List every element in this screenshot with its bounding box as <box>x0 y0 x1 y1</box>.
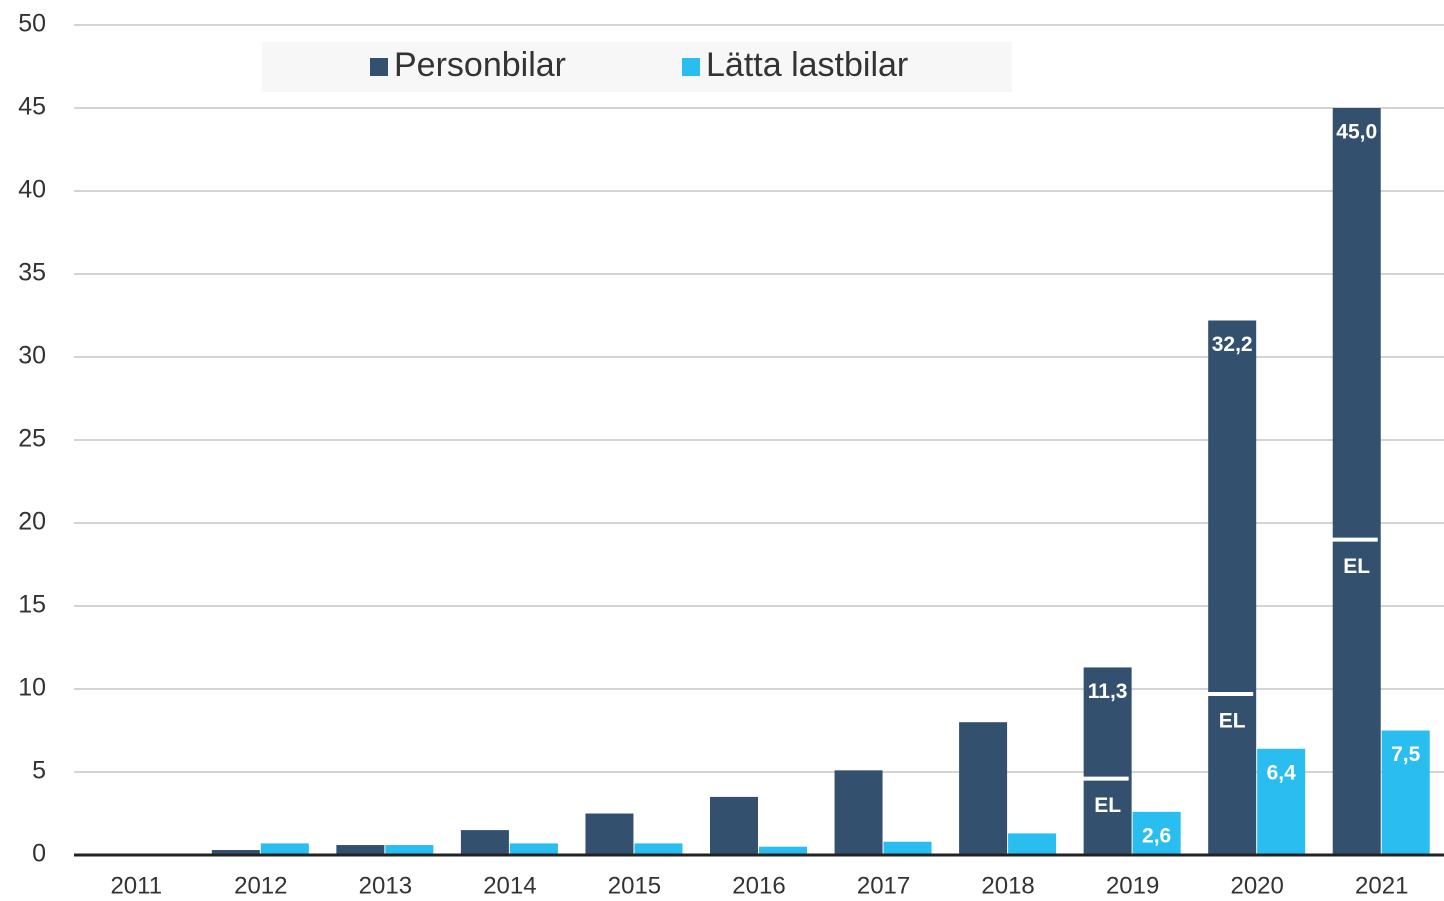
x-tick-label: 2016 <box>732 872 785 899</box>
x-tick-label: 2014 <box>483 872 536 899</box>
bar <box>710 796 758 855</box>
x-tick-label: 2013 <box>359 872 412 899</box>
y-tick-label: 40 <box>18 176 46 204</box>
legend-label: Personbilar <box>394 46 566 84</box>
legend-swatch <box>682 58 700 76</box>
value-label: 7,5 <box>1391 743 1421 766</box>
y-tick-label: 15 <box>18 591 46 619</box>
value-label: 32,2 <box>1212 333 1253 356</box>
annotation: EL <box>1094 794 1121 817</box>
x-tick-label: 2019 <box>1106 872 1159 899</box>
bar <box>211 850 260 855</box>
value-label: 11,3 <box>1088 680 1128 703</box>
bar <box>1208 320 1257 856</box>
value-label: 2,6 <box>1142 824 1171 847</box>
bar <box>1332 108 1381 855</box>
y-tick-label: 35 <box>18 259 46 287</box>
bar <box>585 813 634 855</box>
legend-swatch <box>370 58 388 76</box>
bar <box>1381 730 1430 855</box>
bar <box>336 845 385 855</box>
bar <box>1083 667 1132 855</box>
bar <box>1132 811 1181 855</box>
y-tick-label: 45 <box>18 93 46 121</box>
x-tick-label: 2018 <box>981 872 1034 899</box>
bar <box>883 841 932 855</box>
y-tick-label: 5 <box>32 757 46 785</box>
x-tick-label: 2020 <box>1230 872 1283 899</box>
bar <box>509 843 558 855</box>
x-tick-label: 2021 <box>1355 872 1408 899</box>
annotation: EL <box>1219 710 1246 733</box>
bar <box>959 722 1008 855</box>
x-tick-label: 2011 <box>110 872 162 899</box>
legend-label: Lätta lastbilar <box>706 46 908 84</box>
x-tick-label: 2012 <box>234 872 287 899</box>
bar <box>634 843 683 855</box>
x-tick-label: 2015 <box>608 872 661 899</box>
y-tick-label: 0 <box>32 840 46 868</box>
annotation: EL <box>1343 555 1370 578</box>
bar <box>460 830 509 855</box>
y-tick-label: 50 <box>18 10 46 38</box>
y-tick-label: 30 <box>18 342 46 370</box>
bar <box>385 845 434 855</box>
value-label: 45,0 <box>1336 121 1377 144</box>
y-tick-label: 10 <box>18 674 46 702</box>
y-tick-label: 25 <box>18 425 46 453</box>
bar <box>260 843 309 855</box>
y-tick-label: 20 <box>18 508 46 536</box>
bar <box>1008 833 1057 855</box>
bar <box>1257 748 1306 855</box>
value-label: 6,4 <box>1267 761 1297 784</box>
bar <box>759 846 807 855</box>
bar <box>834 770 883 855</box>
x-tick-label: 2017 <box>857 872 910 899</box>
